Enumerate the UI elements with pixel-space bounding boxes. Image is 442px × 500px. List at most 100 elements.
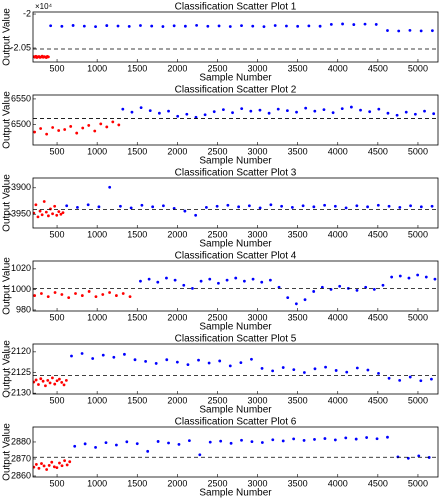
point bbox=[62, 383, 66, 387]
point bbox=[46, 55, 50, 59]
x-tick-label: 2000 bbox=[167, 395, 187, 405]
point bbox=[215, 204, 219, 208]
point bbox=[359, 108, 362, 112]
point bbox=[147, 277, 151, 281]
x-axis-label: Sample Number bbox=[199, 488, 272, 499]
point bbox=[37, 383, 40, 386]
point bbox=[269, 203, 273, 207]
point bbox=[53, 291, 57, 294]
point bbox=[231, 111, 234, 115]
x-tick-label: 2000 bbox=[167, 146, 187, 156]
x-tick-label: 3000 bbox=[248, 478, 268, 488]
x-tick-label: 4000 bbox=[328, 478, 348, 488]
point bbox=[33, 465, 36, 469]
point bbox=[37, 466, 41, 470]
point bbox=[117, 123, 121, 127]
point bbox=[104, 441, 108, 445]
point bbox=[167, 441, 170, 445]
x-tick-label: 2500 bbox=[207, 229, 227, 239]
point bbox=[57, 210, 61, 213]
point bbox=[313, 438, 316, 441]
point bbox=[194, 115, 198, 119]
point bbox=[86, 203, 90, 207]
point bbox=[225, 278, 229, 282]
point bbox=[60, 293, 64, 296]
x-tick-label: 4000 bbox=[328, 146, 348, 156]
point bbox=[182, 283, 186, 287]
subplot: 500 1000 1500 2000 2500 3000 3500 4000 4500 5000 -… bbox=[2, 334, 439, 416]
point bbox=[121, 107, 125, 111]
point bbox=[176, 114, 180, 118]
plot-area bbox=[33, 427, 438, 477]
point bbox=[218, 359, 222, 363]
point bbox=[146, 449, 150, 453]
point bbox=[41, 379, 45, 383]
x-tick-label: 2500 bbox=[207, 146, 227, 156]
point bbox=[128, 295, 132, 298]
point bbox=[48, 381, 52, 385]
point bbox=[323, 203, 326, 207]
point bbox=[228, 25, 232, 28]
point bbox=[355, 366, 359, 370]
point bbox=[345, 370, 349, 374]
point bbox=[130, 110, 134, 114]
point bbox=[105, 125, 109, 129]
point bbox=[46, 378, 50, 382]
point bbox=[34, 463, 38, 466]
x-tick-label: 4000 bbox=[328, 395, 348, 405]
x-tick-label: 4500 bbox=[368, 395, 388, 405]
point bbox=[139, 24, 142, 27]
point bbox=[173, 278, 177, 282]
point bbox=[334, 369, 338, 372]
y-tick-label: 1000 bbox=[11, 284, 31, 294]
point bbox=[53, 204, 57, 208]
y-tick-label: -2.05 bbox=[10, 42, 31, 52]
point bbox=[203, 113, 207, 117]
point bbox=[381, 283, 385, 287]
point bbox=[229, 441, 233, 445]
point bbox=[33, 294, 37, 297]
point bbox=[195, 23, 199, 27]
point bbox=[398, 205, 402, 209]
point bbox=[313, 367, 317, 371]
x-tick-label: 1000 bbox=[87, 395, 107, 405]
point bbox=[186, 363, 190, 367]
point bbox=[260, 280, 264, 284]
x-axis-label: Sample Number bbox=[199, 73, 272, 84]
point bbox=[165, 358, 169, 362]
axes-frame bbox=[32, 343, 439, 395]
point bbox=[165, 276, 168, 280]
point bbox=[44, 384, 47, 388]
subplot: 500 1000 1500 2000 2500 3000 3500 4000 4500 5000 -… bbox=[2, 168, 439, 250]
point bbox=[207, 361, 211, 365]
x-tick-label: 3500 bbox=[288, 478, 308, 488]
point bbox=[318, 24, 322, 28]
point bbox=[221, 108, 225, 112]
point bbox=[419, 379, 423, 383]
point bbox=[404, 110, 408, 114]
x-tick-label: 3500 bbox=[288, 146, 308, 156]
axes-frame bbox=[32, 11, 439, 63]
point bbox=[105, 24, 109, 27]
point bbox=[115, 443, 118, 447]
point bbox=[81, 126, 85, 130]
point bbox=[273, 24, 277, 27]
point bbox=[40, 292, 43, 295]
point bbox=[375, 437, 379, 441]
x-tick-label: 5000 bbox=[408, 478, 428, 488]
point bbox=[139, 279, 142, 283]
point bbox=[281, 439, 285, 443]
x-tick-label: 2500 bbox=[207, 63, 227, 73]
point bbox=[397, 29, 401, 33]
point bbox=[108, 185, 112, 189]
point bbox=[212, 110, 216, 114]
x-tick-label: 500 bbox=[50, 63, 65, 73]
point bbox=[340, 107, 344, 111]
x-tick-label: 500 bbox=[50, 146, 65, 156]
point bbox=[386, 111, 390, 115]
point bbox=[51, 376, 54, 380]
point bbox=[60, 381, 64, 384]
point bbox=[40, 213, 44, 217]
x-axis-label: Sample Number bbox=[199, 239, 272, 250]
